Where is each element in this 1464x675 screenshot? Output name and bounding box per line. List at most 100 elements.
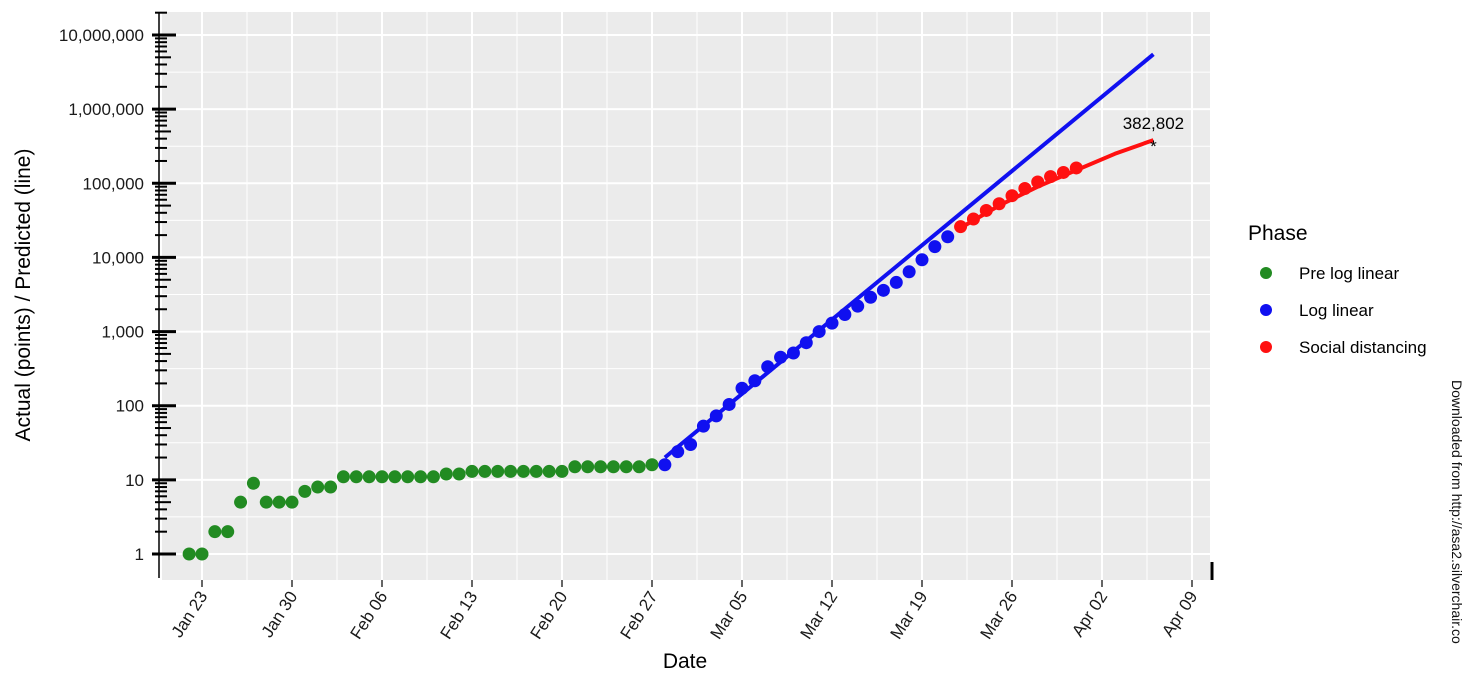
annotation: * 382,802	[1123, 114, 1184, 156]
x-tick-label: Apr 09	[1158, 588, 1201, 640]
y-axis-title: Actual (points) / Predicted (line)	[12, 149, 35, 442]
x-tick-label: Feb 13	[437, 588, 482, 643]
data-point	[568, 460, 582, 474]
data-point	[864, 290, 878, 304]
data-point	[246, 476, 260, 490]
data-point	[619, 460, 633, 474]
data-point	[735, 381, 749, 395]
data-point	[1056, 165, 1070, 179]
x-tick-label: Mar 26	[977, 588, 1022, 643]
data-point	[1044, 170, 1058, 184]
legend-label: Social distancing	[1299, 338, 1427, 357]
data-point	[298, 484, 312, 498]
y-tick-label: 1,000,000	[68, 100, 144, 119]
data-point	[234, 495, 248, 509]
y-tick-label: 10	[125, 471, 144, 490]
data-point	[452, 467, 466, 481]
data-point	[426, 470, 440, 484]
data-point	[722, 397, 736, 411]
x-tick-label: Apr 02	[1068, 588, 1111, 640]
data-point	[774, 350, 788, 364]
data-point	[876, 283, 890, 297]
data-point	[401, 470, 415, 484]
data-point	[542, 464, 556, 478]
data-point	[838, 307, 852, 321]
data-point	[941, 230, 955, 244]
data-point	[594, 460, 608, 474]
legend-label: Log linear	[1299, 301, 1374, 320]
legend: Phase Pre log linear Log linear Social dis…	[1248, 222, 1427, 357]
data-point	[272, 495, 286, 509]
data-point	[799, 336, 813, 350]
download-watermark: Downloaded from http://asa2.silverchair.…	[1449, 380, 1464, 644]
data-point	[195, 547, 209, 561]
y-tick-label: 10,000	[92, 248, 144, 267]
data-point	[555, 464, 569, 478]
data-point	[478, 464, 492, 478]
y-axis: 1 10 100 1,000 10,000 100,000 1,000,000 10,000,…	[59, 11, 176, 578]
data-point	[182, 547, 196, 561]
y-tick-label: 1,000	[101, 323, 144, 342]
y-tick-label: 10,000,000	[59, 26, 144, 45]
x-tick-label: Mar 12	[797, 588, 842, 643]
data-point	[388, 470, 402, 484]
data-point	[259, 495, 273, 509]
data-point	[632, 460, 646, 474]
data-point	[748, 374, 762, 388]
data-point	[336, 470, 350, 484]
data-point	[221, 525, 235, 539]
data-point	[1069, 161, 1083, 175]
x-tick-label: Jan 30	[258, 588, 302, 641]
data-point	[491, 464, 505, 478]
data-point	[1018, 182, 1032, 196]
legend-key	[1260, 341, 1272, 353]
x-tick-label: Feb 20	[527, 588, 572, 643]
data-point	[375, 470, 389, 484]
data-points	[182, 161, 1083, 561]
data-point	[529, 464, 543, 478]
data-point	[645, 458, 659, 472]
data-point	[581, 460, 595, 474]
data-point	[671, 445, 685, 459]
data-point	[362, 470, 376, 484]
legend-key	[1260, 267, 1272, 279]
y-tick-label: 100,000	[83, 174, 144, 193]
data-point	[684, 437, 698, 451]
data-point	[658, 458, 672, 472]
data-point	[786, 346, 800, 360]
data-point	[696, 419, 710, 433]
data-point	[928, 240, 942, 254]
x-tick-label: Feb 27	[617, 588, 662, 643]
legend-label: Pre log linear	[1299, 264, 1400, 283]
data-point	[285, 495, 299, 509]
plot-panel	[162, 12, 1210, 580]
data-point	[992, 197, 1006, 211]
y-tick-label: 100	[116, 397, 144, 416]
data-point	[979, 203, 993, 217]
data-point	[966, 212, 980, 226]
x-axis-title: Date	[663, 650, 707, 673]
annotation-label: 382,802	[1123, 114, 1184, 133]
data-point	[439, 467, 453, 481]
x-tick-label: Mar 19	[887, 588, 932, 643]
data-point	[812, 325, 826, 339]
data-point	[349, 470, 363, 484]
legend-key	[1260, 304, 1272, 316]
legend-title: Phase	[1248, 222, 1308, 245]
data-point	[851, 299, 865, 313]
x-tick-label: Feb 06	[347, 588, 392, 643]
x-tick-label: Jan 23	[168, 588, 212, 641]
data-point	[915, 253, 929, 267]
data-point	[889, 275, 903, 289]
data-point	[1005, 189, 1019, 203]
data-point	[825, 316, 839, 330]
data-point	[761, 360, 775, 374]
data-point	[516, 464, 530, 478]
data-point	[954, 220, 968, 234]
data-point	[902, 265, 916, 279]
data-point	[311, 480, 325, 494]
data-point	[606, 460, 620, 474]
x-axis: Jan 23 Jan 30 Feb 06 Feb 13 Feb 20 Feb 27 Mar …	[168, 580, 1201, 643]
annotation-marker: *	[1150, 137, 1157, 156]
data-point	[709, 409, 723, 423]
